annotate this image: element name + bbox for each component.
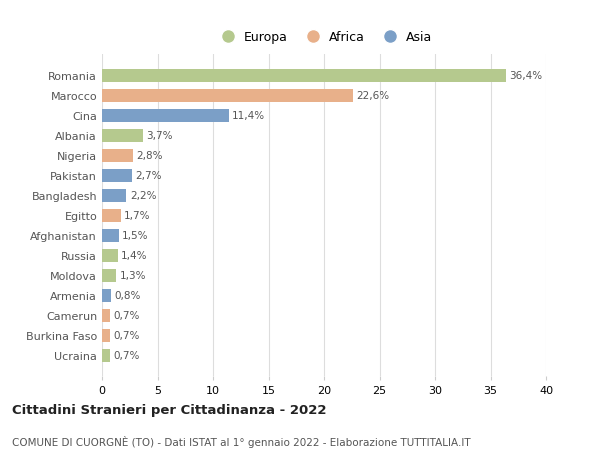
Bar xyxy=(102,309,110,322)
Text: 1,4%: 1,4% xyxy=(121,251,148,261)
Legend: Europa, Africa, Asia: Europa, Africa, Asia xyxy=(211,26,437,49)
Bar xyxy=(102,349,110,362)
Bar xyxy=(102,189,127,202)
Bar xyxy=(102,110,229,123)
Bar xyxy=(102,90,353,102)
Bar xyxy=(102,129,143,142)
Text: 0,7%: 0,7% xyxy=(113,330,139,340)
Text: 36,4%: 36,4% xyxy=(509,71,542,81)
Text: 11,4%: 11,4% xyxy=(232,111,265,121)
Text: 2,2%: 2,2% xyxy=(130,191,156,201)
Text: COMUNE DI CUORGNÈ (TO) - Dati ISTAT al 1° gennaio 2022 - Elaborazione TUTTITALIA: COMUNE DI CUORGNÈ (TO) - Dati ISTAT al 1… xyxy=(12,435,470,447)
Bar xyxy=(102,329,110,342)
Text: 1,7%: 1,7% xyxy=(124,211,151,221)
Text: Cittadini Stranieri per Cittadinanza - 2022: Cittadini Stranieri per Cittadinanza - 2… xyxy=(12,403,326,416)
Text: 3,7%: 3,7% xyxy=(146,131,173,141)
Text: 1,5%: 1,5% xyxy=(122,231,148,241)
Bar xyxy=(102,249,118,262)
Text: 22,6%: 22,6% xyxy=(356,91,389,101)
Text: 2,8%: 2,8% xyxy=(136,151,163,161)
Bar xyxy=(102,209,121,222)
Text: 2,7%: 2,7% xyxy=(136,171,162,181)
Bar xyxy=(102,229,119,242)
Bar xyxy=(102,150,133,162)
Bar xyxy=(102,70,506,83)
Text: 0,7%: 0,7% xyxy=(113,310,139,320)
Text: 1,3%: 1,3% xyxy=(120,270,146,280)
Text: 0,8%: 0,8% xyxy=(114,291,140,301)
Bar xyxy=(102,169,132,182)
Bar xyxy=(102,289,111,302)
Bar xyxy=(102,269,116,282)
Text: 0,7%: 0,7% xyxy=(113,350,139,360)
